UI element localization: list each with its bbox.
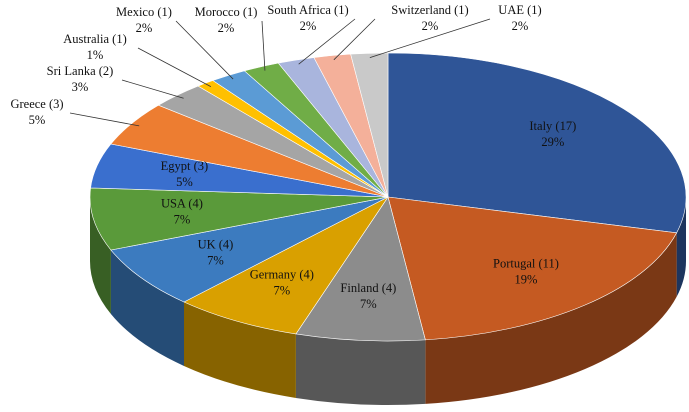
slice-label: UK (4)	[198, 238, 234, 252]
slice-value-label: 29%	[541, 135, 564, 149]
slice-label: South Africa (1)	[267, 3, 348, 17]
slice-label: Australia (1)	[63, 32, 127, 46]
slice-side	[425, 232, 677, 404]
slice-label: Finland (4)	[340, 281, 396, 295]
slice-label: Portugal (11)	[493, 256, 559, 270]
slice-side	[676, 197, 686, 297]
slice-value-label: 7%	[273, 284, 290, 298]
slice-label: Greece (3)	[10, 97, 63, 111]
slice-label: Morocco (1)	[195, 5, 258, 19]
slice-label: Sri Lanka (2)	[47, 64, 114, 78]
slice	[295, 196, 426, 342]
slice-value-label: 2%	[218, 21, 235, 35]
leader-line	[261, 20, 266, 71]
slice	[110, 196, 389, 303]
slice-value-label: 2%	[136, 21, 153, 35]
slice-side	[295, 333, 426, 406]
slice	[387, 196, 678, 341]
leader-line	[69, 112, 140, 127]
slice-value-label: 3%	[72, 80, 89, 94]
slice-value-label: 19%	[514, 272, 537, 286]
slice-label: Egypt (3)	[161, 159, 209, 173]
leader-line	[333, 18, 376, 61]
slice-value-label: 7%	[360, 297, 377, 311]
slice-value-label: 2%	[512, 19, 529, 33]
leader-line	[137, 47, 212, 87]
leader-line	[121, 79, 184, 99]
slice-side	[90, 197, 111, 315]
slice-value-label: 7%	[207, 254, 224, 268]
slice-label: USA (4)	[161, 197, 203, 211]
slice-label: UAE (1)	[498, 3, 541, 17]
slice-value-label: 5%	[176, 175, 193, 189]
slice-label: Germany (4)	[250, 268, 314, 282]
slice-side	[110, 250, 185, 366]
slice	[350, 52, 389, 198]
slice	[89, 187, 389, 251]
leader-line	[369, 18, 491, 58]
leader-line	[175, 20, 234, 80]
slice-value-label: 2%	[422, 19, 439, 33]
slice-value-label: 2%	[300, 19, 317, 33]
slice-value-label: 5%	[29, 113, 46, 127]
slice-label: Mexico (1)	[116, 5, 172, 19]
slice	[183, 196, 389, 335]
slice-label: Italy (17)	[529, 119, 576, 133]
slice-value-label: 7%	[174, 213, 191, 227]
slice-side	[184, 301, 296, 398]
slice-label: Switzerland (1)	[391, 3, 468, 17]
slice-value-label: 1%	[87, 48, 104, 62]
slice	[387, 52, 687, 234]
leader-line	[298, 18, 356, 65]
